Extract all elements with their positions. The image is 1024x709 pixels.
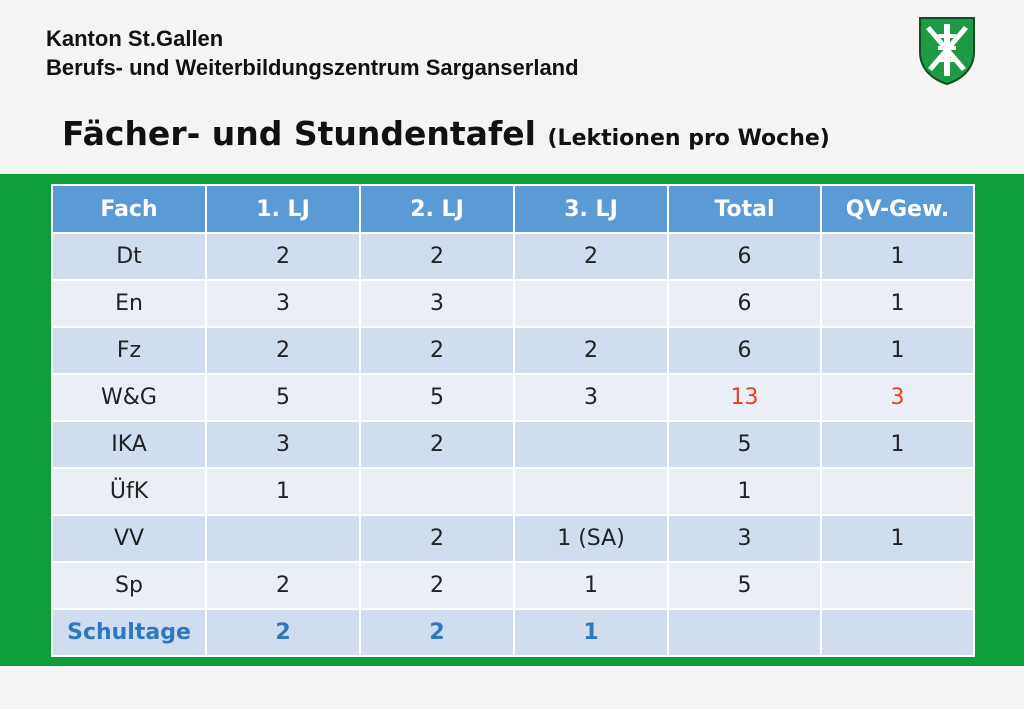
table-row: Sp 2 2 1 5 (51, 561, 975, 610)
qv-weight-cell-highlighted: 3 (820, 373, 975, 422)
qv-weight-cell (820, 608, 975, 657)
qv-weight-cell: 1 (820, 514, 975, 563)
year2-cell: 2 (359, 561, 515, 610)
subject-cell: Dt (51, 232, 207, 281)
col-header-year2: 2. LJ (359, 184, 515, 234)
table-row: IKA 3 2 5 1 (51, 420, 975, 469)
year3-cell (513, 467, 669, 516)
col-header-subject: Fach (51, 184, 207, 234)
qv-weight-cell: 1 (820, 279, 975, 328)
year2-cell: 2 (359, 326, 515, 375)
year2-cell: 2 (359, 420, 515, 469)
school-days-row: Schultage 2 2 1 (51, 608, 975, 657)
total-cell: 5 (667, 561, 822, 610)
year1-cell: 2 (205, 561, 361, 610)
table-row: Dt 2 2 2 6 1 (51, 232, 975, 281)
total-cell: 6 (667, 232, 822, 281)
table-row: En 3 3 6 1 (51, 279, 975, 328)
table-row: VV 2 1 (SA) 3 1 (51, 514, 975, 563)
qv-weight-cell (820, 561, 975, 610)
subject-cell: ÜfK (51, 467, 207, 516)
qv-weight-cell (820, 467, 975, 516)
year3-cell: 2 (513, 326, 669, 375)
year1-cell: 1 (205, 467, 361, 516)
table-row: W&G 5 5 3 13 3 (51, 373, 975, 422)
year3-cell: 2 (513, 232, 669, 281)
year2-cell: 2 (359, 608, 515, 657)
col-header-year3: 3. LJ (513, 184, 669, 234)
total-cell (667, 608, 822, 657)
total-cell: 3 (667, 514, 822, 563)
year1-cell: 3 (205, 279, 361, 328)
col-header-qv-weight: QV-Gew. (820, 184, 975, 234)
total-cell: 6 (667, 326, 822, 375)
qv-weight-cell: 1 (820, 232, 975, 281)
subject-cell: Fz (51, 326, 207, 375)
table-row: ÜfK 1 1 (51, 467, 975, 516)
title-subtitle: (Lektionen pro Woche) (547, 126, 830, 151)
total-cell: 1 (667, 467, 822, 516)
year1-cell (205, 514, 361, 563)
year1-cell: 3 (205, 420, 361, 469)
school-name: Berufs- und Weiterbildungszentrum Sargan… (46, 55, 579, 80)
qv-weight-cell: 1 (820, 420, 975, 469)
subject-cell: VV (51, 514, 207, 563)
year3-cell (513, 279, 669, 328)
year3-cell: 3 (513, 373, 669, 422)
total-cell: 5 (667, 420, 822, 469)
total-cell-highlighted: 13 (667, 373, 822, 422)
subject-cell: Sp (51, 561, 207, 610)
year1-cell: 2 (205, 608, 361, 657)
col-header-total: Total (667, 184, 822, 234)
page-title: Fächer- und Stundentafel (Lektionen pro … (62, 114, 830, 153)
year1-cell: 2 (205, 326, 361, 375)
year3-cell: 1 (513, 561, 669, 610)
year3-cell (513, 420, 669, 469)
year2-cell: 2 (359, 232, 515, 281)
subject-cell: Schultage (51, 608, 207, 657)
col-header-year1: 1. LJ (205, 184, 361, 234)
year1-cell: 2 (205, 232, 361, 281)
title-main: Fächer- und Stundentafel (62, 114, 536, 153)
year2-cell: 3 (359, 279, 515, 328)
subject-cell: IKA (51, 420, 207, 469)
canton-coat-of-arms-icon (919, 17, 975, 86)
year3-cell: 1 (513, 608, 669, 657)
qv-weight-cell: 1 (820, 326, 975, 375)
subject-cell: W&G (51, 373, 207, 422)
year2-cell: 5 (359, 373, 515, 422)
institution-header: Kanton St.Gallen Berufs- und Weiterbildu… (46, 24, 579, 82)
year1-cell: 5 (205, 373, 361, 422)
year2-cell (359, 467, 515, 516)
total-cell: 6 (667, 279, 822, 328)
table-row: Fz 2 2 2 6 1 (51, 326, 975, 375)
year3-cell: 1 (SA) (513, 514, 669, 563)
canton-name: Kanton St.Gallen (46, 26, 224, 51)
subject-hours-table: Fach 1. LJ 2. LJ 3. LJ Total QV-Gew. Dt … (51, 184, 975, 657)
year2-cell: 2 (359, 514, 515, 563)
subject-cell: En (51, 279, 207, 328)
table-header-row: Fach 1. LJ 2. LJ 3. LJ Total QV-Gew. (51, 184, 975, 234)
